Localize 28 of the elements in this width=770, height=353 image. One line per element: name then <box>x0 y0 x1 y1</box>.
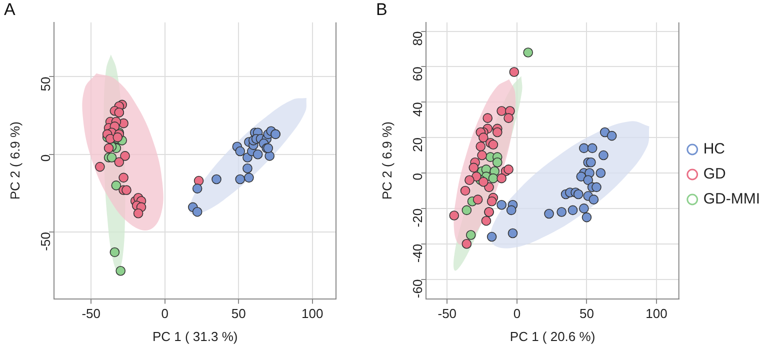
x-tick-label: -50 <box>438 306 457 322</box>
legend-label: GD-MMI <box>703 190 760 208</box>
legend-label: GD <box>703 166 726 183</box>
legend-label: HC <box>703 140 726 158</box>
y-axis-title: PC 2 ( 6.9 %) <box>379 122 394 200</box>
x-tick-label: -50 <box>82 306 100 322</box>
x-tick-label: 100 <box>302 306 324 322</box>
x-axis-title: PC 1 ( 20.6 %) <box>510 328 596 344</box>
chart-title: B <box>376 0 388 19</box>
x-tick-label: 50 <box>579 306 594 322</box>
y-tick-label: -40 <box>410 244 425 263</box>
y-tick-label: 40 <box>410 102 425 117</box>
x-tick-label: 0 <box>513 306 521 322</box>
x-tick-label: 0 <box>161 306 168 322</box>
y-tick-label: 0 <box>410 173 425 180</box>
y-tick-label: -50 <box>38 232 53 251</box>
chart-title: A <box>4 0 16 19</box>
y-tick-label: -60 <box>410 279 425 298</box>
x-tick-label: 50 <box>231 306 246 322</box>
x-axis-title: PC 1 ( 31.3 %) <box>152 328 238 344</box>
y-tick-label: 60 <box>410 66 425 82</box>
y-tick-label: -20 <box>410 208 425 228</box>
y-tick-label: 80 <box>410 31 425 46</box>
y-tick-label: 20 <box>410 138 425 152</box>
y-axis-title: PC 2 ( 6.9 %) <box>7 122 22 200</box>
x-tick-label: 100 <box>646 306 668 322</box>
y-tick-label: 50 <box>38 76 53 92</box>
y-tick-label: 0 <box>38 154 53 162</box>
